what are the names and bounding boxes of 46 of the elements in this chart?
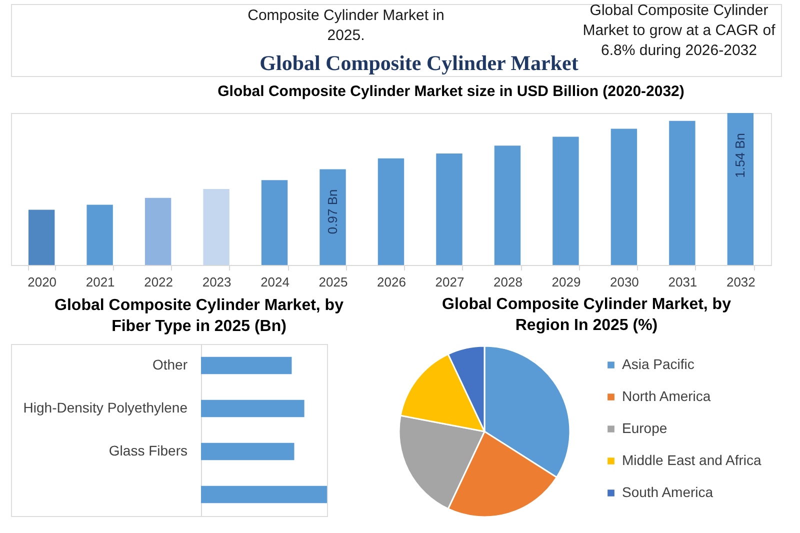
x-tick-label: 2026 — [377, 274, 406, 290]
bar — [669, 120, 696, 265]
bar — [201, 356, 292, 374]
x-tick-label: 2029 — [552, 274, 581, 290]
x-tick-label: 2028 — [494, 274, 522, 290]
bar — [261, 180, 288, 265]
x-tick-label: 2024 — [260, 274, 290, 290]
bar — [320, 169, 346, 265]
x-tick-label: 2020 — [28, 274, 57, 290]
bar — [203, 189, 230, 265]
legend-label: Asia Pacific — [622, 356, 694, 372]
legend-label: North America — [622, 388, 711, 404]
legend-label: South America — [622, 484, 714, 500]
bar — [144, 198, 172, 265]
x-tick-label: 2030 — [610, 274, 639, 290]
bar — [378, 158, 404, 265]
text: Composite Cylinder Market in 2025. — [248, 7, 444, 44]
chart-subtitle: Global Composite Cylinder Market size in USD Billion (2020-2032) — [218, 83, 684, 100]
bar — [610, 128, 638, 265]
legend-label: Europe — [622, 420, 668, 436]
y-tick-label: Other — [152, 356, 188, 372]
y-tick-label: Glass Fibers — [108, 442, 188, 458]
chart-title: Global Composite Cylinder Market, by Region In 2025 (%) — [442, 296, 732, 334]
text: Global Composite Cylinder Market to grow at a CAGR of 6.8% during 2026-2032 — [582, 2, 776, 59]
x-tick-label: 2025 — [318, 274, 348, 290]
x-tick-label: 2032 — [726, 274, 756, 290]
x-tick-label: 2021 — [86, 274, 115, 290]
chart-title: Global Composite Cylinder Market — [260, 51, 578, 75]
bar — [436, 153, 462, 265]
x-tick-label: 2031 — [668, 274, 698, 290]
data-label: 1.54 Bn — [732, 133, 748, 178]
x-tick-label: 2023 — [202, 274, 232, 290]
x-tick-label: 2027 — [435, 274, 464, 290]
bar — [727, 113, 754, 265]
bar — [86, 204, 113, 265]
bar — [201, 400, 304, 418]
y-tick-label: High-Density Polyethylene — [23, 400, 188, 416]
legend-label: Middle East and Africa — [622, 452, 762, 468]
bar — [494, 146, 521, 265]
bar — [201, 486, 327, 504]
bar — [201, 442, 294, 460]
bar — [28, 210, 55, 265]
data-label: 0.97 Bn — [324, 189, 340, 234]
x-tick-label: 2022 — [144, 274, 174, 290]
chart-title: Global Composite Cylinder Market, by Fiber Type in 2025 (Bn) — [54, 297, 344, 335]
bar — [552, 136, 579, 265]
